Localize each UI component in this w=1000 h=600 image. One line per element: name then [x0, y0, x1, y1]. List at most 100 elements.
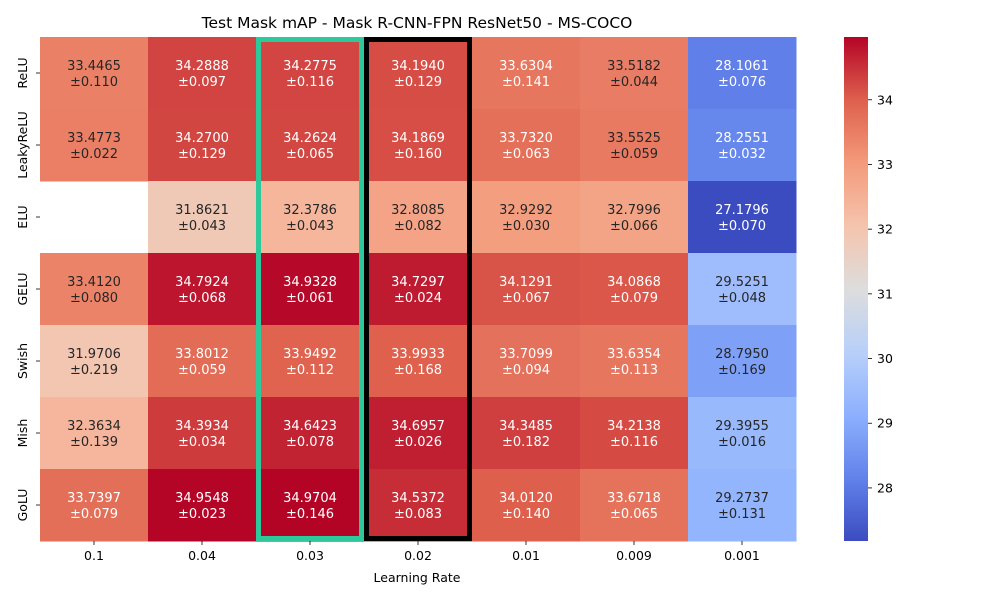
cell-value-label: 33.7397 [67, 491, 121, 506]
heatmap-cell [40, 253, 149, 326]
cell-error-label: ±0.129 [178, 147, 226, 162]
cell-value-label: 34.0868 [607, 275, 661, 290]
heatmap-cell [364, 253, 473, 326]
cell-error-label: ±0.026 [394, 435, 442, 450]
heatmap-cell [688, 37, 797, 110]
cell-error-label: ±0.116 [610, 435, 658, 450]
heatmap-cell [40, 469, 149, 542]
cell-value-label: 33.4465 [67, 59, 121, 74]
cell-error-label: ±0.059 [610, 147, 658, 162]
cell-value-label: 32.7996 [607, 203, 661, 218]
heatmap-cell [472, 37, 581, 110]
cell-error-label: ±0.068 [178, 291, 226, 306]
y-tick-label: GELU [15, 272, 30, 305]
x-tick-label: 0.03 [296, 548, 324, 563]
x-tick-label: 0.04 [188, 548, 216, 563]
cell-error-label: ±0.022 [70, 147, 118, 162]
y-tick-label: LeakyReLU [15, 111, 30, 179]
heatmap-cell [472, 469, 581, 542]
cell-error-label: ±0.082 [394, 219, 442, 234]
cell-value-label: 32.3786 [283, 203, 337, 218]
cell-error-label: ±0.023 [178, 507, 226, 522]
heatmap-cell [148, 37, 257, 110]
cell-value-label: 34.3485 [499, 419, 553, 434]
colorbar-tick-label: 32 [877, 222, 893, 237]
column-highlight-box [364, 37, 472, 541]
y-tick-label: ELU [15, 205, 30, 228]
y-tick-label: Swish [15, 343, 30, 379]
x-axis-label: Learning Rate [374, 570, 461, 585]
heatmap-cell [688, 181, 797, 254]
cell-error-label: ±0.169 [718, 363, 766, 378]
heatmap-cell [472, 325, 581, 398]
cell-value-label: 32.9292 [499, 203, 553, 218]
cell-error-label: ±0.097 [178, 75, 226, 90]
heatmap-cell [688, 109, 797, 182]
cell-error-label: ±0.065 [610, 507, 658, 522]
cell-error-label: ±0.139 [70, 435, 118, 450]
cell-value-label: 27.1796 [715, 203, 769, 218]
x-tick-label: 0.02 [404, 548, 432, 563]
cell-value-label: 28.2551 [715, 131, 769, 146]
cell-error-label: ±0.110 [70, 75, 118, 90]
heatmap-cell [148, 325, 257, 398]
cell-error-label: ±0.131 [718, 507, 766, 522]
heatmap-cell [148, 109, 257, 182]
cell-error-label: ±0.024 [394, 291, 442, 306]
cell-error-label: ±0.034 [178, 435, 226, 450]
heatmap-cell [256, 397, 365, 470]
cell-value-label: 33.6304 [499, 59, 553, 74]
cell-value-label: 33.7099 [499, 347, 553, 362]
cell-value-label: 34.1940 [391, 59, 445, 74]
cell-error-label: ±0.070 [718, 219, 766, 234]
heatmap-cell [256, 253, 365, 326]
cell-value-label: 34.2138 [607, 419, 661, 434]
cell-value-label: 29.2737 [715, 491, 769, 506]
cell-error-label: ±0.141 [502, 75, 550, 90]
colorbar-ticks: 28 29 30 31 32 33 34 [868, 92, 893, 495]
heatmap-cell [580, 37, 689, 110]
heatmap-cell [580, 109, 689, 182]
cell-value-label: 32.3634 [67, 419, 121, 434]
heatmap-cell [364, 37, 473, 110]
cell-error-label: ±0.043 [178, 219, 226, 234]
cell-value-label: 33.4120 [67, 275, 121, 290]
heatmap-cell [40, 37, 149, 110]
heatmap-cell [580, 325, 689, 398]
x-tick-label: 0.001 [724, 548, 760, 563]
cell-error-label: ±0.219 [70, 363, 118, 378]
heatmap-cell [40, 109, 149, 182]
cell-value-label: 34.2624 [283, 131, 337, 146]
x-tick-label: 0.1 [84, 548, 104, 563]
y-axis-ticks: ReLU LeakyReLU ELU GELU Swish Mish GoLU [15, 57, 40, 521]
cell-value-label: 34.1869 [391, 131, 445, 146]
cell-value-label: 34.2700 [175, 131, 229, 146]
x-tick-label: 0.009 [616, 548, 652, 563]
heatmap-cell [364, 109, 473, 182]
cell-value-label: 33.6718 [607, 491, 661, 506]
cell-error-label: ±0.116 [286, 75, 334, 90]
cell-error-label: ±0.168 [394, 363, 442, 378]
cell-error-label: ±0.066 [610, 219, 658, 234]
cell-error-label: ±0.061 [286, 291, 334, 306]
cell-value-label: 34.9548 [175, 491, 229, 506]
heatmap-cell [256, 109, 365, 182]
heatmap-cell [364, 181, 473, 254]
cell-error-label: ±0.160 [394, 147, 442, 162]
cell-value-label: 29.3955 [715, 419, 769, 434]
cell-error-label: ±0.076 [718, 75, 766, 90]
cell-value-label: 34.5372 [391, 491, 445, 506]
cell-value-label: 34.7924 [175, 275, 229, 290]
heatmap-cell [256, 325, 365, 398]
heatmap-cell [472, 253, 581, 326]
heatmap-cell [688, 325, 797, 398]
cell-error-label: ±0.065 [286, 147, 334, 162]
heatmap-cell [40, 397, 149, 470]
cell-value-label: 33.6354 [607, 347, 661, 362]
column-highlight-box [256, 37, 364, 541]
heatmap-cell [688, 253, 797, 326]
cell-value-label: 33.7320 [499, 131, 553, 146]
heatmap-cell [580, 397, 689, 470]
chart-title: Test Mask mAP - Mask R-CNN-FPN ResNet50 … [201, 14, 633, 32]
cell-value-label: 28.1061 [715, 59, 769, 74]
